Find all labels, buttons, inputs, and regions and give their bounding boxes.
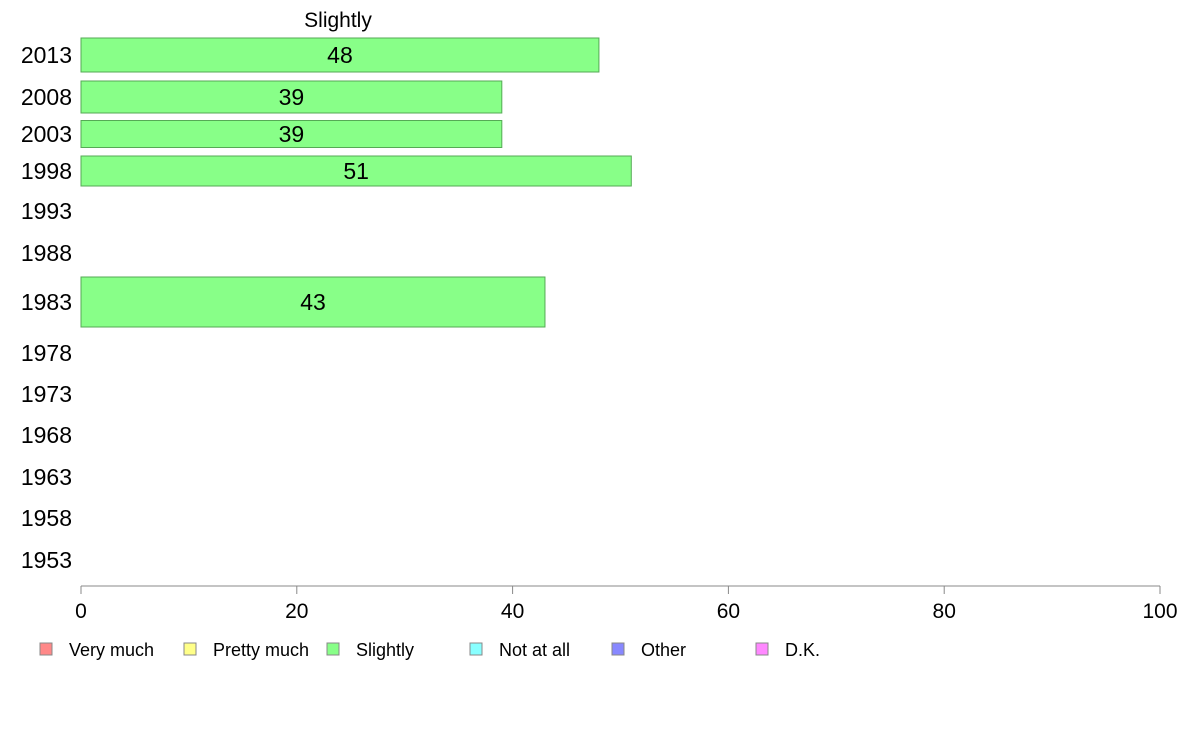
legend-label: Not at all <box>499 640 570 660</box>
bar <box>80 155 632 187</box>
bar-value-label: 39 <box>279 121 305 147</box>
bar-value-label: 51 <box>343 158 369 184</box>
legend-label: Other <box>641 640 686 660</box>
y-tick-label: 1973 <box>21 381 72 407</box>
bar-value-label: 39 <box>279 84 305 110</box>
legend-swatch <box>39 642 53 656</box>
y-tick-label: 1958 <box>21 505 72 531</box>
legend-label: Slightly <box>356 640 414 660</box>
legend-swatch <box>755 642 769 656</box>
x-tick-label: 20 <box>285 600 308 623</box>
y-tick-label: 1998 <box>21 158 72 184</box>
y-tick-label: 1993 <box>21 198 72 224</box>
y-tick-label: 2003 <box>21 121 72 147</box>
y-tick-label: 1968 <box>21 422 72 448</box>
legend-swatch <box>469 642 483 656</box>
x-tick-label: 40 <box>501 600 524 623</box>
bar <box>80 120 503 148</box>
y-tick-label: 1978 <box>21 340 72 366</box>
legend-swatch <box>183 642 197 656</box>
y-tick-label: 2013 <box>21 42 72 68</box>
y-tick-label: 1953 <box>21 547 72 573</box>
legend-swatch <box>611 642 625 656</box>
legend: Very much Pretty much Slightly Not at all Ot… <box>39 640 820 660</box>
bar-value-label: 48 <box>327 42 353 68</box>
y-axis-labels: 2013 2008 2003 1998 1993 1988 1983 1978 1973 1968… <box>21 42 72 573</box>
y-tick-label: 2008 <box>21 84 72 110</box>
x-axis: 0 20 40 60 80 100 <box>75 585 1178 623</box>
bar <box>80 37 600 73</box>
legend-swatch <box>326 642 340 656</box>
bars-layer: 48 39 39 51 43 <box>80 37 632 328</box>
y-tick-label: 1983 <box>21 289 72 315</box>
legend-label: Pretty much <box>213 640 309 660</box>
y-tick-label: 1988 <box>21 240 72 266</box>
bar-value-label: 43 <box>300 289 326 315</box>
bar <box>80 80 503 114</box>
bar <box>80 276 546 328</box>
x-tick-label: 0 <box>75 600 87 623</box>
x-tick-label: 60 <box>717 600 740 623</box>
chart-title: Slightly <box>304 9 372 32</box>
y-tick-label: 1963 <box>21 464 72 490</box>
legend-label: Very much <box>69 640 154 660</box>
x-tick-label: 100 <box>1142 600 1177 623</box>
legend-label: D.K. <box>785 640 820 660</box>
x-tick-label: 80 <box>933 600 956 623</box>
